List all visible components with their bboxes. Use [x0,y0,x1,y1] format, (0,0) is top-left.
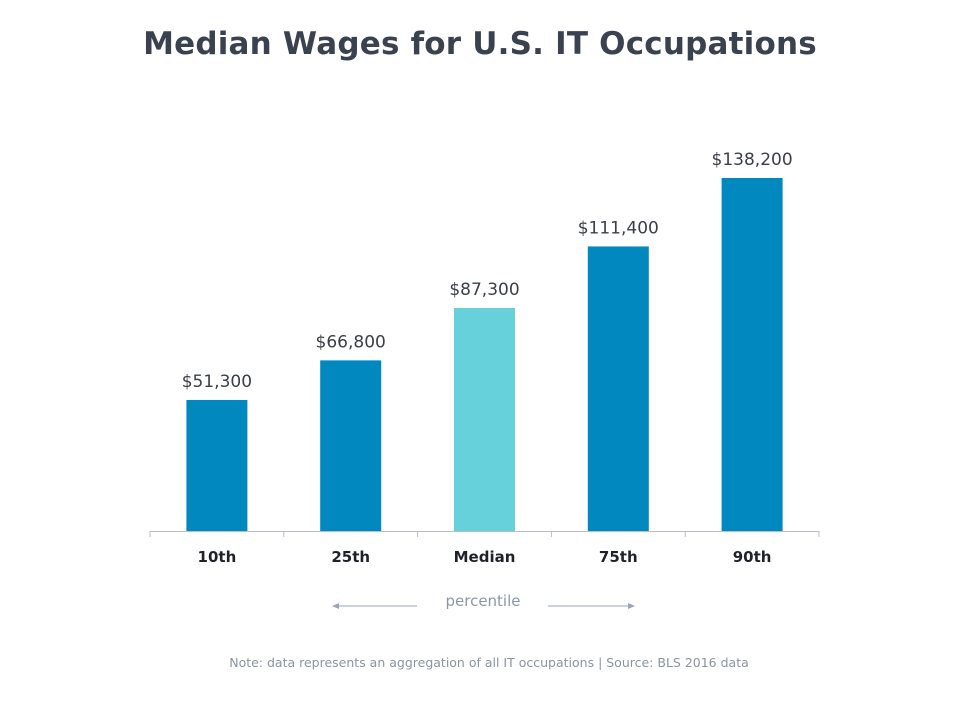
value-label-25th: $66,800 [316,332,386,352]
bar-25th [320,360,382,531]
tick-label-90th: 90th [733,548,772,566]
tick-label-25th: 25th [331,548,370,566]
left-arrow-head [332,603,339,609]
x-axis-tick-labels-group: 10th 25th Median 75th 90th [198,548,772,566]
bar-median [454,308,515,531]
tick-label-median: Median [454,548,516,566]
value-label-90th: $138,200 [712,150,793,170]
percentile-arrows [332,603,635,609]
tick-label-10th: 10th [198,548,237,566]
tick-label-75th: 75th [599,548,638,566]
chart-title: Median Wages for U.S. IT Occupations [143,26,817,62]
bars-group [186,178,783,531]
value-label-75th: $111,400 [578,218,659,238]
bar-90th [721,178,783,531]
source-note: Note: data represents an aggregation of … [229,655,749,670]
value-labels-group: $51,300 $66,800 $87,300 $111,400 $138,200 [182,150,793,392]
bar-10th [186,399,248,531]
x-axis-ticks-group [149,531,820,537]
x-axis-label: percentile [445,592,521,610]
bar-75th [587,246,649,531]
value-label-10th: $51,300 [182,372,252,392]
value-label-median: $87,300 [449,280,519,300]
right-arrow-head [628,603,635,609]
